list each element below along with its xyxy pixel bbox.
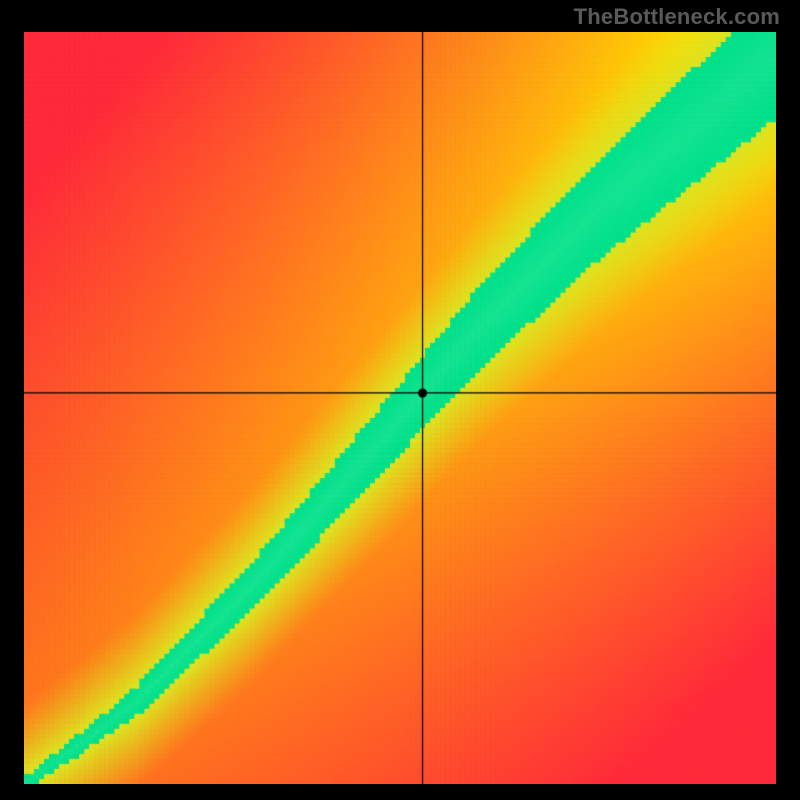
heatmap-canvas [24, 32, 776, 784]
heatmap-plot [24, 32, 776, 784]
chart-frame: { "watermark": { "text": "TheBottleneck.… [0, 0, 800, 800]
watermark-text: TheBottleneck.com [574, 4, 780, 30]
